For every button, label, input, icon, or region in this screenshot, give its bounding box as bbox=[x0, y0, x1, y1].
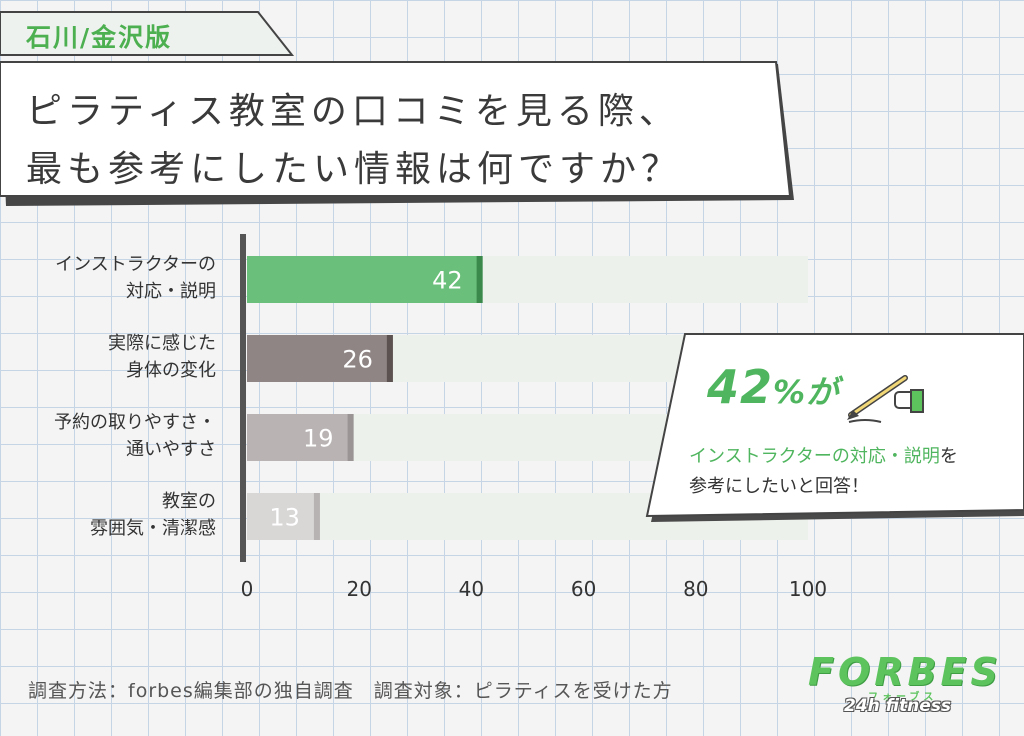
brand-subtitle: 24h fitness bbox=[844, 696, 952, 716]
region-tag: 石川/金沢版 bbox=[0, 9, 300, 57]
category-label: 予約の取りやすさ・ bbox=[54, 412, 216, 433]
category-label: 実際に感じた bbox=[108, 333, 216, 354]
category-label: 雰囲気・清潔感 bbox=[90, 518, 216, 539]
callout-highlight: インストラクターの対応・説明 bbox=[689, 446, 940, 467]
x-tick-label: 60 bbox=[571, 577, 596, 601]
callout-shape bbox=[645, 333, 1024, 522]
bar-edge bbox=[476, 256, 483, 303]
callout-big-number: 42 bbox=[707, 360, 774, 414]
callout-box: 42%が インストラクターの対応・説明を 参考にしたいと回答！ bbox=[645, 330, 1024, 525]
title-box: ピラティス教室の口コミを見る際、 最も参考にしたい情報は何ですか？ bbox=[0, 60, 800, 210]
category-label: インストラクターの bbox=[55, 254, 216, 275]
bar-value-label: 13 bbox=[269, 504, 300, 532]
category-label: 通いやすさ bbox=[126, 439, 216, 460]
x-tick-label: 0 bbox=[241, 577, 254, 601]
callout-percent: % bbox=[773, 373, 807, 411]
brand-logo: FORBES フォーブス 24h fitness bbox=[808, 650, 1008, 720]
title-box-shape bbox=[0, 61, 794, 206]
bar-value-label: 42 bbox=[432, 267, 463, 295]
bar-edge bbox=[313, 493, 320, 540]
brand-name: FORBES bbox=[808, 650, 1002, 694]
callout-suffix: が bbox=[806, 373, 840, 411]
y-axis-line bbox=[240, 234, 246, 562]
bar-edge bbox=[386, 335, 393, 382]
x-tick-label: 40 bbox=[459, 577, 484, 601]
bar-value-label: 26 bbox=[342, 346, 373, 374]
title-line-1: ピラティス教室の口コミを見る際、 bbox=[26, 91, 680, 132]
pencil-hand-icon bbox=[847, 375, 924, 423]
callout-line1-rest: を bbox=[939, 446, 958, 467]
bar bbox=[247, 493, 320, 540]
callout-text-line-2: 参考にしたいと回答！ bbox=[689, 476, 869, 497]
brand-kana: フォーブス bbox=[868, 692, 938, 703]
bar bbox=[247, 414, 354, 461]
category-label: 身体の変化 bbox=[126, 360, 216, 381]
bar-edge bbox=[347, 414, 354, 461]
region-tag-shape bbox=[0, 11, 295, 56]
x-tick-label: 80 bbox=[683, 577, 708, 601]
x-tick-label: 100 bbox=[789, 577, 827, 601]
region-label: 石川/金沢版 bbox=[26, 23, 173, 52]
title-line-2: 最も参考にしたい情報は何ですか？ bbox=[26, 149, 683, 190]
category-label: 対応・説明 bbox=[126, 281, 216, 302]
x-tick-label: 20 bbox=[346, 577, 371, 601]
survey-footnote: 調査方法：forbes編集部の独自調査 調査対象：ピラティスを受けた方 bbox=[28, 680, 673, 702]
bar bbox=[247, 256, 483, 303]
callout-headline: 42%が bbox=[707, 360, 839, 414]
bar bbox=[247, 335, 393, 382]
callout-text-line-1: インストラクターの対応・説明を bbox=[689, 442, 958, 468]
category-label: 教室の bbox=[162, 491, 216, 512]
bar-value-label: 19 bbox=[303, 425, 334, 453]
